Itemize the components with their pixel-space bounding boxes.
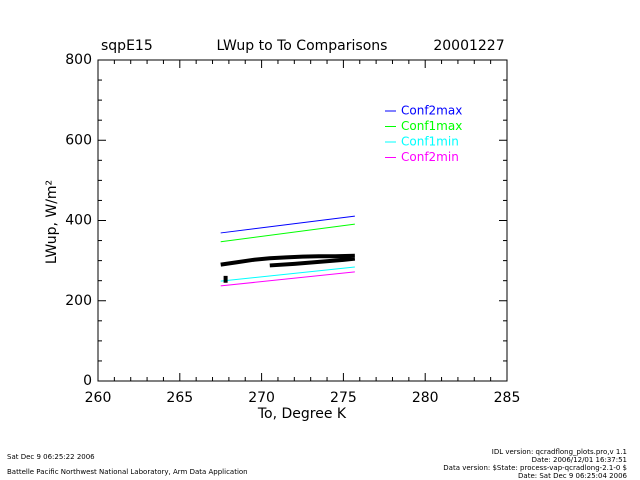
legend-label: Conf1min: [401, 135, 459, 149]
y-tick-label: 200: [65, 293, 92, 309]
footer-right: Data version: $State: process-vap-qcradl…: [443, 464, 627, 472]
x-tick-label: 260: [85, 390, 112, 406]
chart-title: LWup to To Comparisons: [217, 38, 388, 54]
x-tick-label: 265: [166, 390, 193, 406]
series-line: [220, 271, 355, 287]
y-axis-label: LWup, W/m²: [44, 180, 60, 264]
y-tick-label: 400: [65, 213, 92, 229]
x-tick-label: 285: [494, 390, 521, 406]
x-tick-label: 280: [412, 390, 439, 406]
series-line: [220, 215, 355, 234]
y-tick-label: 600: [65, 132, 92, 148]
x-tick-label: 270: [248, 390, 275, 406]
observed-points: [220, 253, 356, 283]
legend-label: Conf2max: [401, 104, 462, 118]
legend-label: Conf2min: [401, 150, 459, 164]
date-label: 20001227: [433, 38, 504, 54]
footer-right: Date: Sat Dec 9 06:25:04 2006: [518, 472, 627, 480]
footer-right: IDL version: qcradflong_plots.pro,v 1.1: [492, 448, 627, 456]
x-axis-label: To, Degree K: [257, 406, 347, 422]
footer-left: Sat Dec 9 06:25:22 2006: [7, 453, 95, 461]
series-line: [220, 266, 355, 282]
y-tick-label: 0: [83, 373, 92, 389]
footer-right: Date: 2006/12/01 16:37:51: [532, 456, 627, 464]
y-tick-label: 800: [65, 52, 92, 68]
legend-label: Conf1max: [401, 119, 462, 133]
x-tick-label: 275: [330, 390, 357, 406]
series-line: [220, 223, 355, 243]
site-label: sqpE15: [101, 38, 153, 54]
footer-left: Battelle Pacific Northwest National Labo…: [7, 468, 248, 476]
